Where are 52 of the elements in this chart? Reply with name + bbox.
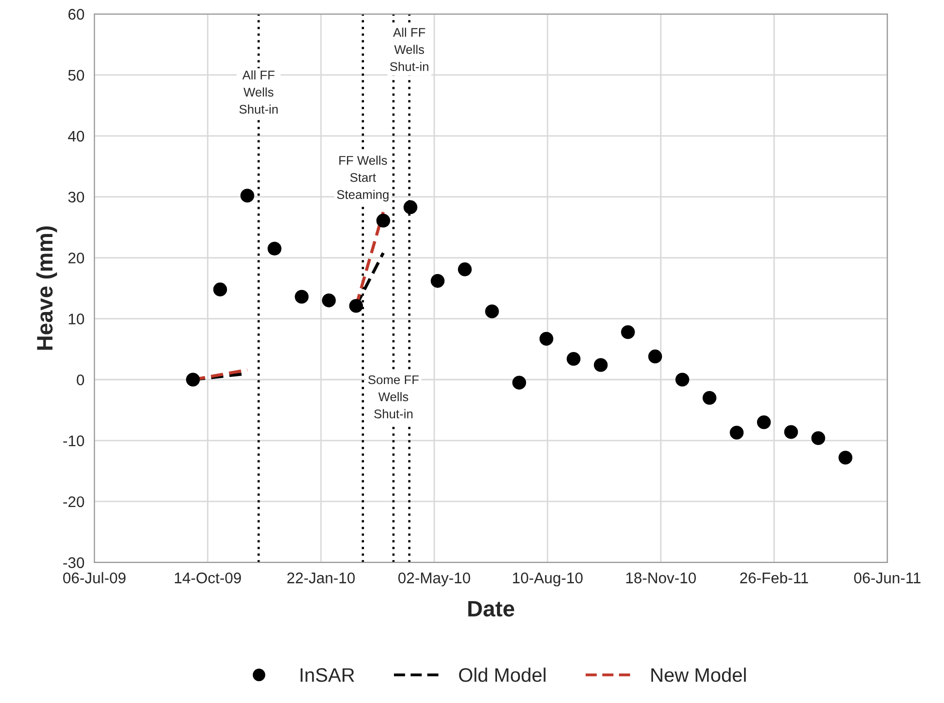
- y-tick-label: 40: [68, 130, 84, 142]
- y-tick-label: 60: [68, 8, 84, 20]
- point: [186, 372, 200, 387]
- x-tick-label: 10-Aug-10: [513, 572, 583, 586]
- point: [621, 325, 635, 340]
- y-tick-label: 10: [68, 314, 84, 324]
- legend-label: New Model: [651, 668, 746, 682]
- point: [756, 415, 771, 430]
- x-axis-title: Date: [468, 601, 514, 617]
- ref-line-label: Some FF Wells Shut-in: [368, 375, 419, 418]
- y-tick-label: 50: [68, 70, 84, 81]
- point: [702, 390, 716, 405]
- y-axis-title: Heave (mm): [36, 226, 58, 350]
- x-tick-label: 02-May-10: [398, 572, 470, 586]
- point: [404, 200, 418, 214]
- point: [213, 282, 228, 296]
- point: [240, 188, 254, 203]
- y-tick-label: 20: [68, 252, 84, 264]
- ref-line-label: All FF Wells Shut-in: [390, 28, 428, 72]
- point: [294, 290, 309, 304]
- legend-label: Old Model: [459, 668, 546, 682]
- point: [784, 425, 798, 439]
- point: [675, 372, 690, 387]
- ref-line-label: All FF Wells Shut-in: [239, 70, 278, 114]
- point: [730, 426, 744, 440]
- y-tick-label: -20: [63, 496, 84, 508]
- point: [838, 450, 852, 465]
- x-tick-label: 26-Feb-11: [740, 572, 808, 584]
- point: [430, 274, 445, 288]
- y-tick-label: -10: [63, 435, 84, 446]
- point: [648, 350, 662, 364]
- point: [485, 304, 499, 318]
- ref-line-label: FF Wells Start Steaming: [337, 156, 388, 202]
- y-tick-label: 0: [76, 374, 84, 386]
- point: [539, 332, 554, 346]
- x-tick-label: 22-Jan-10: [287, 572, 355, 584]
- x-tick-label: 06-Jun-11: [854, 572, 920, 584]
- x-tick-label: 18-Nov-10: [626, 572, 696, 584]
- x-tick-label: 14-Oct-09: [174, 572, 241, 584]
- y-tick-label: 30: [68, 192, 84, 203]
- legend-label: InSAR: [300, 668, 354, 682]
- point: [594, 358, 608, 372]
- point: [811, 431, 826, 446]
- y-tick-label: -30: [63, 557, 84, 568]
- point: [322, 294, 336, 308]
- point: [566, 352, 580, 366]
- point: [458, 262, 472, 276]
- point: [349, 298, 363, 313]
- point: [512, 376, 526, 390]
- point: [376, 214, 390, 228]
- point: [268, 242, 282, 256]
- x-tick-label: 06-Jul-09: [63, 572, 126, 584]
